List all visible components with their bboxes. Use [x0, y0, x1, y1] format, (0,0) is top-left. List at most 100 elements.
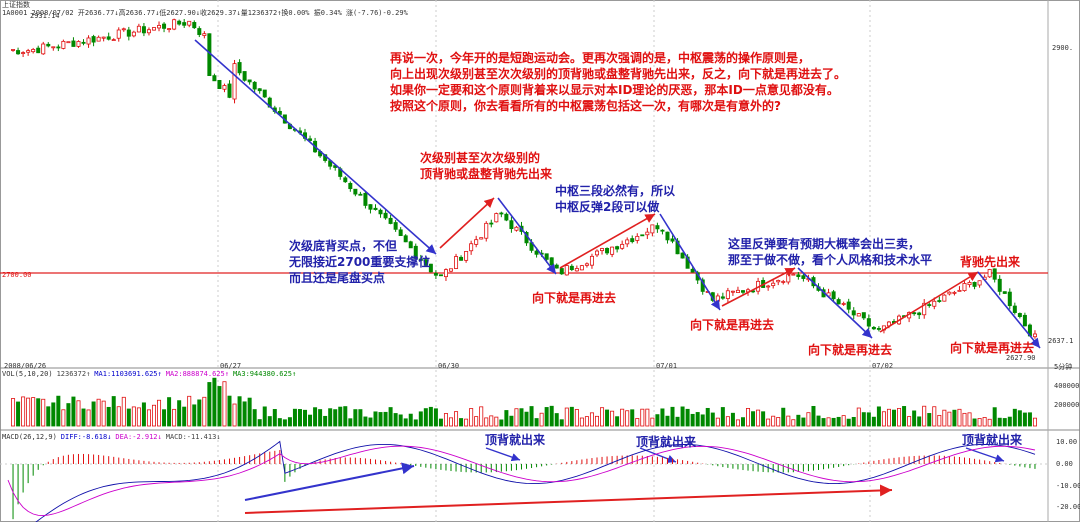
- volume-bar: [16, 401, 21, 427]
- volume-bar: [303, 409, 308, 427]
- volume-bar: [217, 386, 222, 427]
- annotation-macd-top-3: 顶背就出来: [962, 433, 1023, 447]
- volume-bar: [861, 412, 866, 427]
- candle-body: [121, 28, 126, 31]
- candle-body: [494, 213, 499, 223]
- volume-bar: [821, 418, 826, 427]
- candle-body: [232, 63, 237, 100]
- candle-body: [922, 302, 927, 316]
- volume-bar: [438, 418, 443, 427]
- macd-top-arrow: [485, 447, 521, 462]
- candle-body: [343, 177, 348, 183]
- candle-body: [31, 49, 36, 53]
- volume-bar: [469, 408, 474, 427]
- volume-bar: [600, 407, 605, 427]
- volume-bar: [151, 404, 156, 427]
- candle-body: [76, 41, 81, 47]
- trend-arrow-up: [559, 213, 656, 269]
- candle-body: [645, 231, 650, 236]
- volume-bar: [494, 416, 499, 427]
- volume-bar: [937, 414, 942, 427]
- volume-bar: [640, 408, 645, 427]
- volume-bar: [479, 406, 484, 427]
- volume-bar: [454, 411, 459, 427]
- candle-body: [136, 25, 141, 33]
- volume-bar: [897, 407, 902, 427]
- candle-body: [393, 222, 398, 230]
- volume-bar: [705, 407, 710, 427]
- trend-arrow-up: [439, 197, 495, 249]
- candle-body: [449, 268, 454, 272]
- volume-bar: [413, 419, 418, 427]
- candle-body: [836, 299, 841, 305]
- volume-bar: [232, 403, 237, 427]
- candle-body: [584, 263, 589, 266]
- volume-bar: [106, 406, 111, 427]
- volume-bar: [267, 416, 272, 427]
- candle-body: [101, 36, 106, 39]
- volume-bar: [383, 411, 388, 427]
- volume-bar: [992, 407, 997, 427]
- volume-bar: [484, 417, 489, 427]
- volume-bar: [1002, 418, 1007, 427]
- trend-arrow-up: [721, 267, 796, 307]
- volume-bar: [952, 409, 957, 427]
- trend-arrow-down: [194, 39, 437, 255]
- volume-bar: [589, 412, 594, 427]
- volume-bar: [1007, 416, 1012, 427]
- candle-body: [937, 300, 942, 302]
- macd-dea-line: [7, 445, 1036, 517]
- candle-body: [579, 265, 584, 271]
- candle-body: [1002, 291, 1007, 294]
- volume-bar: [116, 406, 121, 427]
- volume-bar: [343, 406, 348, 427]
- volume-bar: [509, 415, 514, 427]
- candle-body: [61, 40, 66, 49]
- volume-bar: [1012, 408, 1017, 427]
- candle-body: [252, 81, 257, 90]
- candle-body: [217, 80, 222, 90]
- candle-body: [766, 285, 771, 288]
- candle-body: [16, 50, 21, 55]
- candle-body: [650, 224, 655, 234]
- vol-header: VOL(5,10,20) 1236372↑ MA1:1103691.625↑ MA2:…: [2, 370, 300, 378]
- volume-bar: [564, 407, 569, 427]
- volume-bar: [489, 415, 494, 427]
- volume-bar: [615, 416, 620, 427]
- candle-body: [569, 265, 574, 271]
- volume-bar: [579, 417, 584, 427]
- volume-bar: [781, 407, 786, 427]
- candle-body: [776, 280, 781, 283]
- candle-body: [438, 274, 443, 277]
- volume-bar: [594, 415, 599, 427]
- candle-body: [81, 41, 86, 44]
- candle-body: [861, 312, 866, 319]
- candle-body: [1017, 313, 1022, 317]
- candle-body: [594, 250, 599, 256]
- vol-ma3: MA3:944380.625↑: [232, 370, 297, 378]
- candle-body: [574, 268, 579, 272]
- chart-title: 上证指数: [2, 1, 30, 9]
- candle-body: [116, 29, 121, 39]
- date-label: 06/27: [220, 362, 242, 370]
- macd-divergence-arrow: [244, 462, 415, 501]
- candle-body: [715, 295, 720, 302]
- candle-body: [670, 238, 675, 242]
- volume-bar: [730, 412, 735, 427]
- volume-bar: [635, 418, 640, 427]
- volume-bar: [725, 416, 730, 427]
- volume-bar: [892, 409, 897, 427]
- volume-bar: [131, 406, 136, 427]
- volume-bar: [534, 418, 539, 427]
- candle-body: [403, 235, 408, 243]
- vol-tick: 200000: [1054, 401, 1080, 409]
- volume-bar: [36, 398, 41, 427]
- volume-bar: [841, 415, 846, 427]
- candle-body: [917, 312, 922, 316]
- vol-label: VOL(5,10,20): [2, 370, 53, 378]
- annotation-buy-point: 次级底背买点，不但 无限接近2700重要支撑位 而且还是尾盘买点: [289, 239, 431, 285]
- candle-body: [378, 209, 383, 215]
- volume-bar: [56, 395, 61, 427]
- volume-bar: [443, 413, 448, 427]
- date-label: 07/01: [656, 362, 678, 370]
